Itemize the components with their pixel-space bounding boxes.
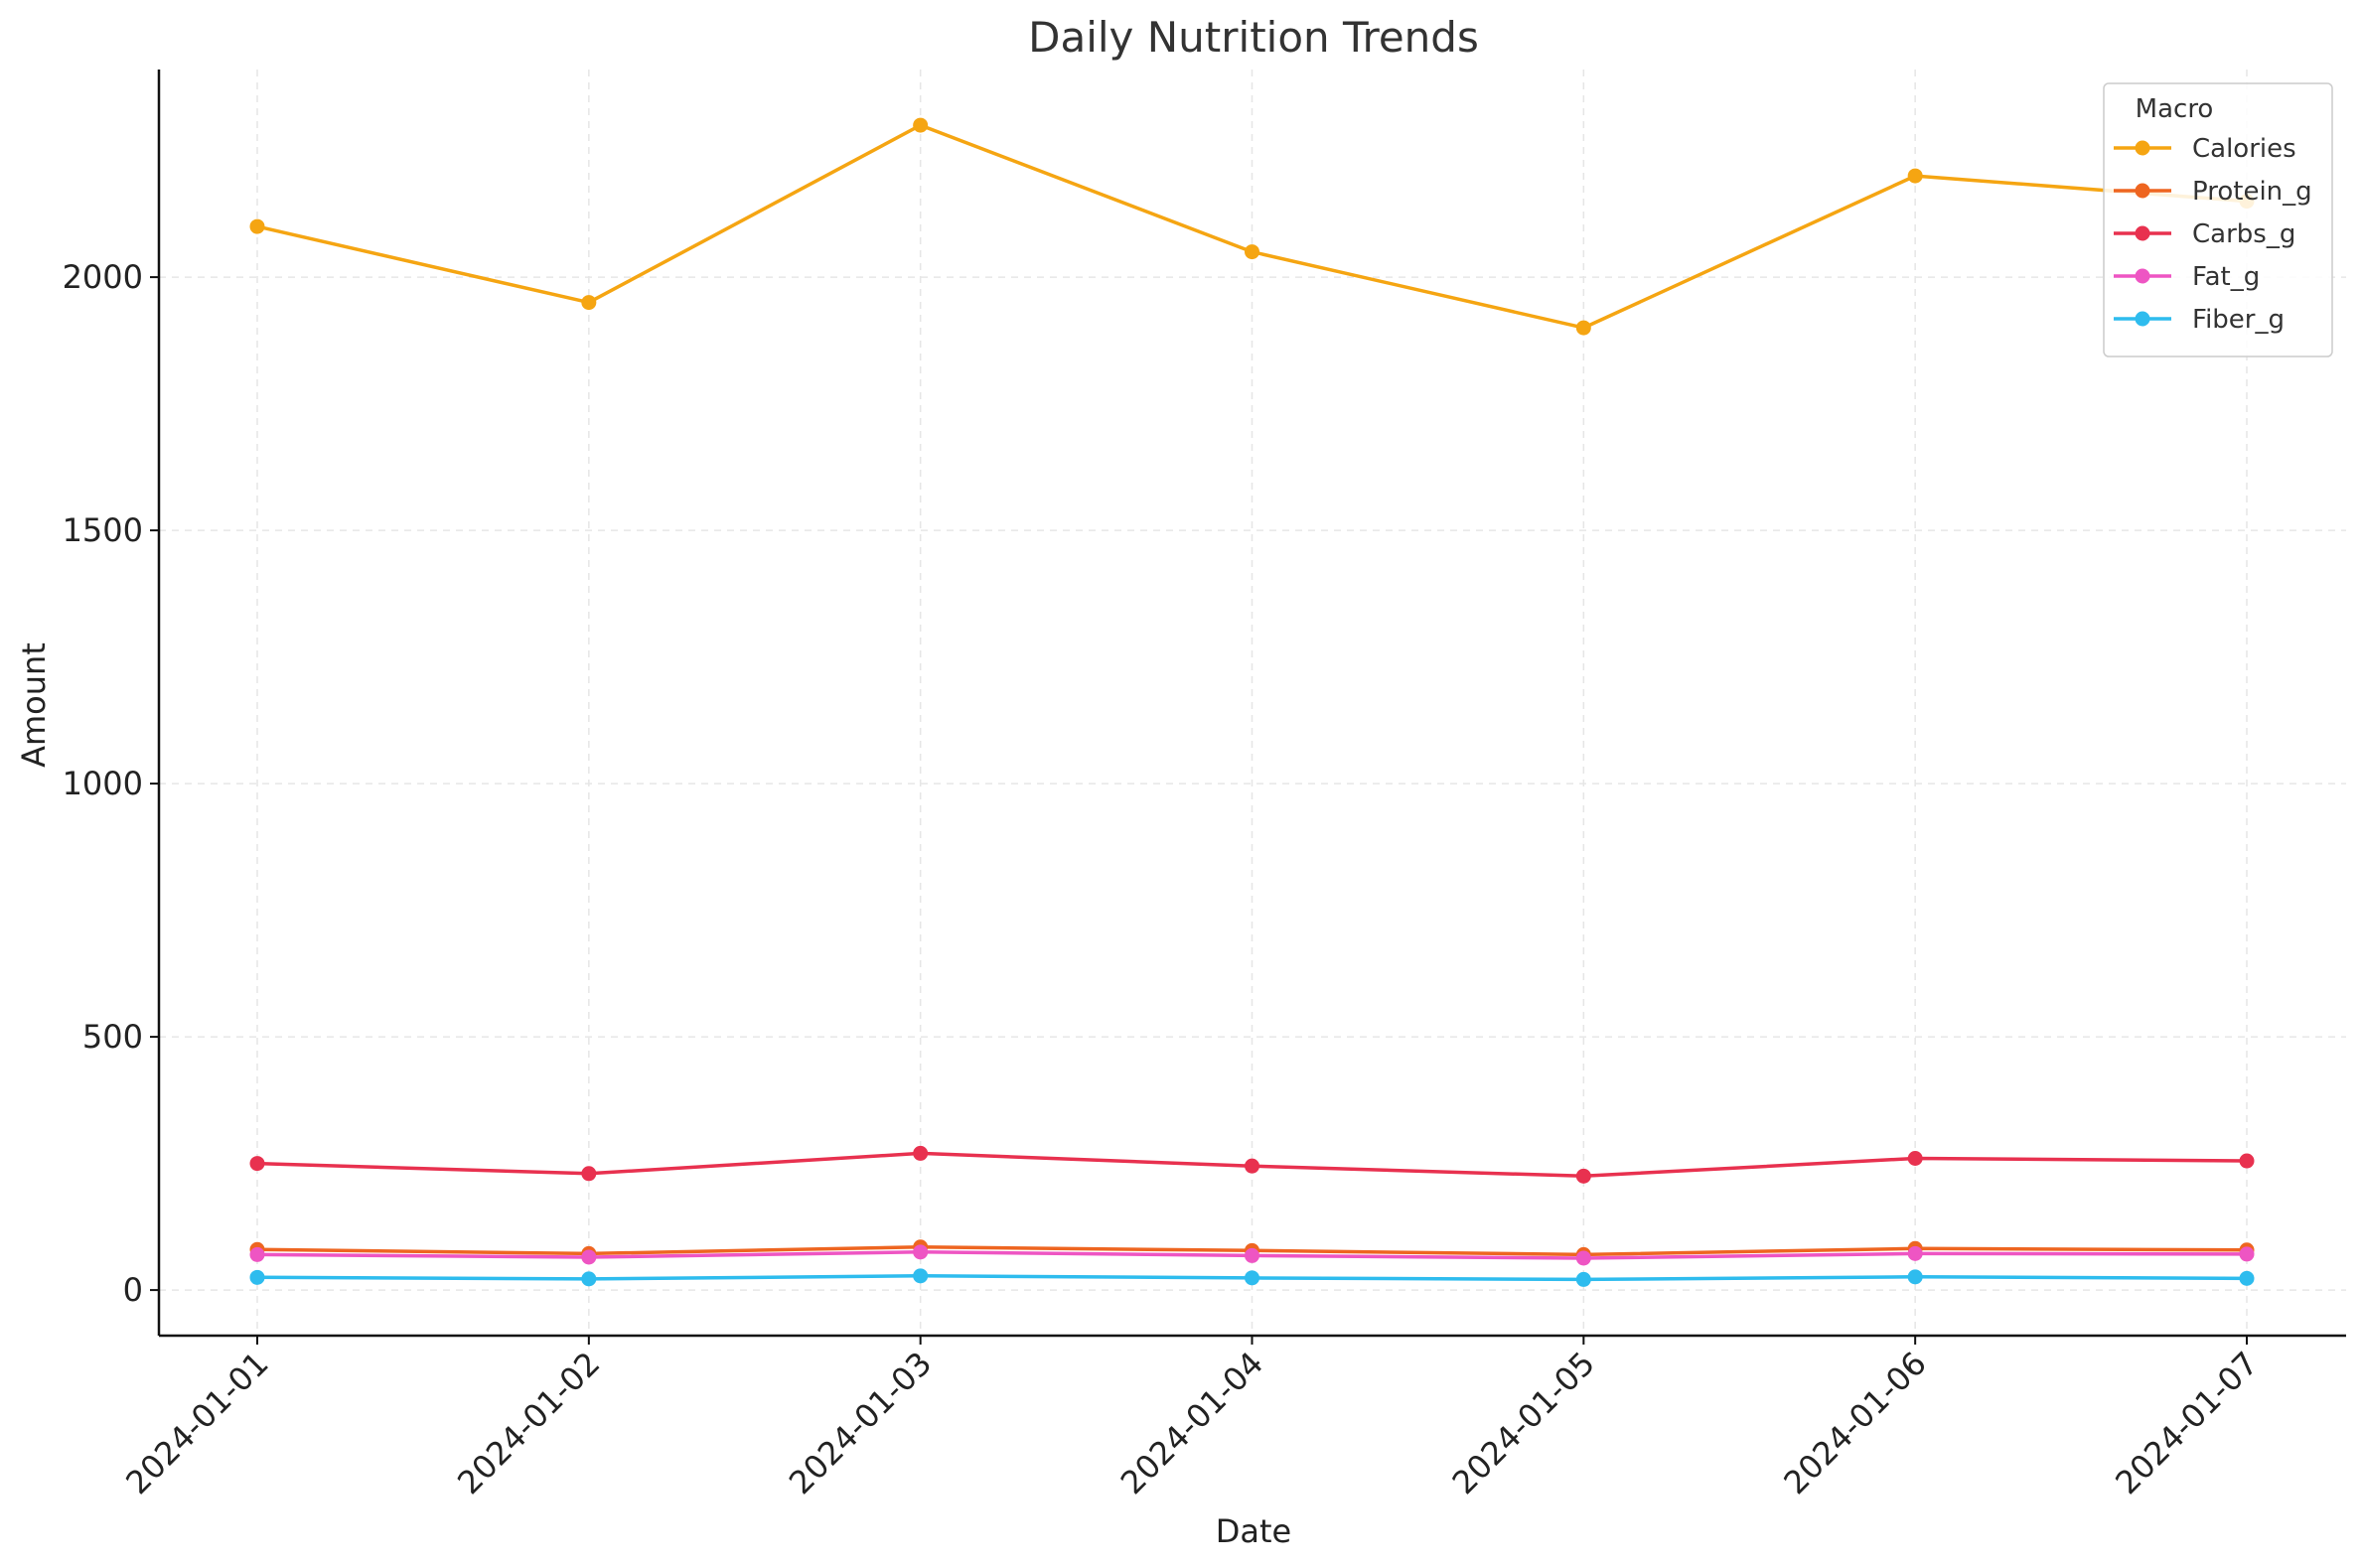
data-point-carbs-g xyxy=(1245,1158,1259,1174)
legend-title: Macro xyxy=(2136,94,2214,124)
legend-item-fat-g: Fat_g xyxy=(2114,262,2260,292)
data-point-fat-g xyxy=(249,1246,265,1262)
legend-swatch-marker xyxy=(2135,268,2150,284)
series-fiber-g xyxy=(249,1268,2255,1287)
legend-item-calories: Calories xyxy=(2114,134,2296,164)
legend: Macro Calories Protein_g Carbs_g Fat_g Fiber_… xyxy=(2103,82,2333,357)
x-tick-label: 2024-01-03 xyxy=(782,1345,939,1501)
legend-item-fiber-g: Fiber_g xyxy=(2114,305,2285,335)
series-fat-g xyxy=(249,1244,2255,1266)
data-point-fiber-g xyxy=(2239,1270,2255,1286)
data-point-carbs-g xyxy=(913,1145,929,1161)
data-point-carbs-g xyxy=(2239,1153,2255,1169)
legend-swatch-marker xyxy=(2135,140,2150,156)
y-axis-label: Amount xyxy=(15,642,53,768)
legend-swatch-marker xyxy=(2135,183,2150,199)
data-point-carbs-g xyxy=(1575,1168,1591,1184)
series-layer xyxy=(249,117,2255,1287)
data-point-fiber-g xyxy=(1907,1269,1923,1285)
series-carbs-g xyxy=(249,1145,2255,1184)
data-point-calories xyxy=(1907,168,1923,184)
y-tick-label: 1000 xyxy=(63,765,143,802)
data-point-calories xyxy=(1245,244,1259,260)
y-tick-label: 1500 xyxy=(63,511,143,549)
x-tick-label: 2024-01-06 xyxy=(1776,1345,1933,1501)
y-tick-label: 2000 xyxy=(63,258,143,296)
data-point-fiber-g xyxy=(1245,1270,1259,1286)
data-point-fat-g xyxy=(2239,1246,2255,1262)
chart-title: Daily Nutrition Trends xyxy=(1028,13,1479,62)
y-tick-label: 500 xyxy=(82,1018,143,1056)
legend-label: Carbs_g xyxy=(2192,219,2295,249)
data-point-fat-g xyxy=(1575,1250,1591,1266)
data-point-calories xyxy=(249,218,265,234)
data-point-fat-g xyxy=(1907,1245,1923,1261)
grid-layer xyxy=(159,70,2346,1336)
data-point-fiber-g xyxy=(1575,1271,1591,1287)
y-tick-label: 0 xyxy=(123,1271,143,1309)
legend-item-carbs-g: Carbs_g xyxy=(2114,219,2295,249)
data-point-fiber-g xyxy=(249,1269,265,1285)
x-axis-label: Date xyxy=(1216,1512,1291,1550)
data-point-fat-g xyxy=(913,1244,929,1260)
legend-label: Fiber_g xyxy=(2192,305,2285,335)
data-point-fiber-g xyxy=(913,1268,929,1284)
data-point-fat-g xyxy=(1245,1247,1259,1263)
legend-label: Fat_g xyxy=(2192,262,2260,292)
legend-swatch-marker xyxy=(2135,311,2150,327)
x-tick-label: 2024-01-01 xyxy=(118,1345,275,1501)
data-point-carbs-g xyxy=(249,1156,265,1172)
x-tick-label: 2024-01-02 xyxy=(450,1345,607,1501)
legend-frame xyxy=(2103,82,2333,357)
x-tick-label: 2024-01-05 xyxy=(1445,1345,1602,1501)
legend-swatch-marker xyxy=(2135,225,2150,241)
x-tick-label: 2024-01-04 xyxy=(1113,1345,1270,1501)
x-tick-label: 2024-01-07 xyxy=(2108,1345,2265,1501)
data-point-fiber-g xyxy=(581,1271,597,1287)
data-point-calories xyxy=(581,295,597,311)
axes-layer: 0 500 1000 1500 2000 2024-01-01 2024-01-02 2024… xyxy=(63,70,2346,1501)
data-point-calories xyxy=(913,117,929,133)
legend-label: Protein_g xyxy=(2192,177,2312,207)
data-point-carbs-g xyxy=(1907,1151,1923,1166)
data-point-carbs-g xyxy=(581,1166,597,1182)
data-point-fat-g xyxy=(581,1249,597,1265)
legend-label: Calories xyxy=(2192,134,2296,164)
data-point-calories xyxy=(1575,320,1591,336)
legend-item-protein-g: Protein_g xyxy=(2114,177,2312,207)
